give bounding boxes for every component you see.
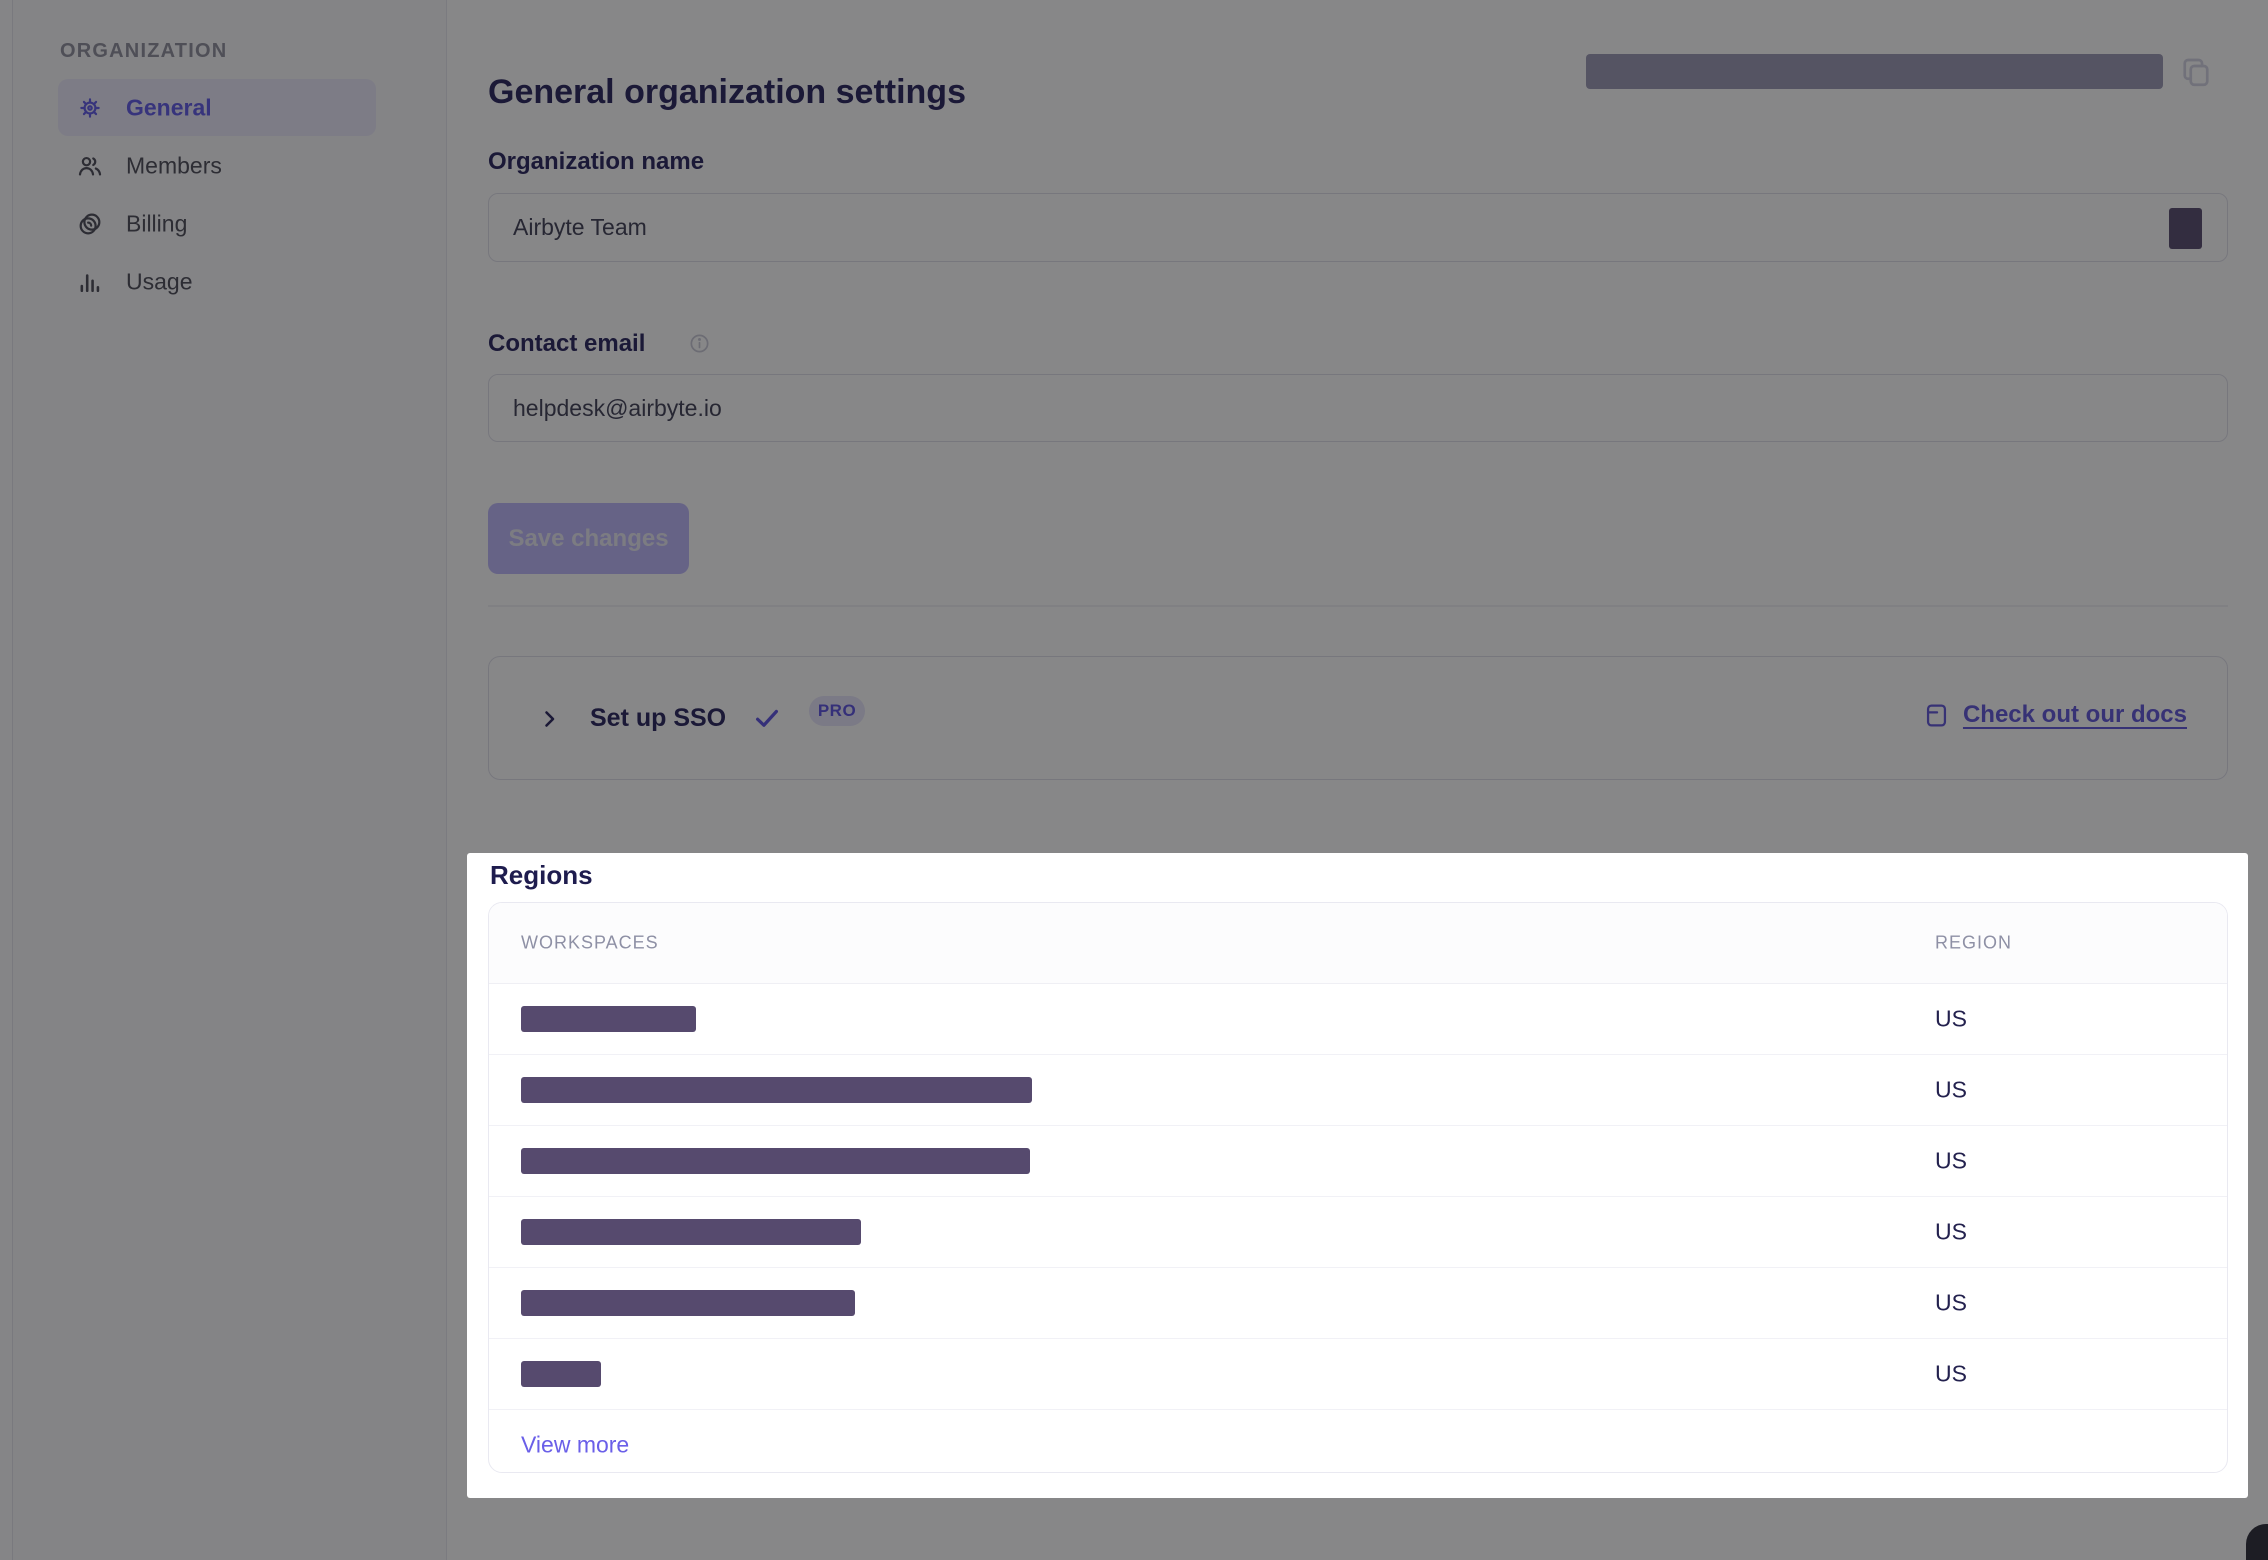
org-name-label: Organization name: [488, 148, 705, 175]
region-cell-value: US: [1935, 1360, 1967, 1387]
workspace-redacted-bar: [521, 1361, 601, 1387]
usage-chart-icon: [76, 268, 104, 296]
workspace-redacted-bar: [521, 1148, 1030, 1174]
table-row: US: [489, 1055, 2227, 1126]
workspace-redacted-bar: [521, 1077, 1032, 1103]
chat-widget-corner: [2246, 1524, 2268, 1560]
sidebar-item-members[interactable]: Members: [58, 137, 376, 194]
org-name-input[interactable]: [488, 193, 2228, 262]
members-icon: [76, 152, 104, 180]
org-name-redacted-suffix: [2169, 208, 2202, 249]
billing-icon: [76, 210, 104, 238]
sidebar-item-label: Members: [126, 152, 222, 178]
organization-id-redacted-bar: [1586, 54, 2163, 89]
sso-setup-card[interactable]: Set up SSO PRO Check out our docs: [488, 656, 2228, 780]
contact-email-label: Contact email: [488, 330, 646, 357]
sidebar-item-usage[interactable]: Usage: [58, 253, 376, 310]
column-header-region: REGION: [1935, 932, 2013, 953]
table-row: US: [489, 1126, 2227, 1197]
region-cell-value: US: [1935, 1076, 1967, 1103]
workspace-redacted-bar: [521, 1006, 696, 1032]
regions-heading: Regions: [490, 860, 593, 890]
book-icon: [1923, 702, 1950, 729]
gear-icon: [76, 94, 104, 122]
settings-sidebar: ORGANIZATION General Members: [13, 0, 447, 1560]
sidebar-item-label: Usage: [126, 268, 193, 294]
sidebar-section-label: ORGANIZATION: [60, 40, 228, 62]
workspace-redacted-bar: [521, 1219, 861, 1245]
view-more-row: View more: [489, 1410, 2227, 1472]
check-icon: [752, 703, 782, 733]
region-cell-value: US: [1935, 1218, 1967, 1245]
table-row: US: [489, 1268, 2227, 1339]
sso-docs-link-label: Check out our docs: [1962, 701, 2187, 728]
region-cell-value: US: [1935, 1289, 1967, 1316]
regions-table-header: WORKSPACES REGION: [489, 903, 2227, 984]
pro-badge: PRO: [809, 696, 865, 726]
sidebar-item-label: Billing: [126, 210, 188, 236]
region-cell-value: US: [1935, 1147, 1967, 1174]
info-icon[interactable]: [688, 332, 711, 355]
sidebar-item-general[interactable]: General: [58, 79, 376, 136]
page-title: General organization settings: [488, 72, 966, 111]
sidebar-item-billing[interactable]: Billing: [58, 195, 376, 252]
column-header-workspaces: WORKSPACES: [521, 932, 659, 953]
workspace-redacted-bar: [521, 1290, 855, 1316]
table-row: US: [489, 984, 2227, 1055]
chevron-right-icon[interactable]: [537, 707, 561, 731]
sso-docs-link[interactable]: Check out our docs: [1923, 701, 2187, 729]
left-nav-rail: [0, 0, 13, 1560]
sidebar-item-label: General: [126, 94, 212, 120]
sso-title: Set up SSO: [590, 704, 727, 732]
copy-icon[interactable]: [2174, 50, 2218, 94]
contact-email-input[interactable]: [488, 374, 2228, 442]
save-changes-button[interactable]: Save changes: [488, 503, 689, 574]
regions-table-body: US US US US US US: [489, 984, 2227, 1410]
view-more-link[interactable]: View more: [521, 1431, 630, 1458]
region-cell-value: US: [1935, 1005, 1967, 1032]
regions-table: WORKSPACES REGION US US US US US US: [488, 902, 2228, 1473]
table-row: US: [489, 1197, 2227, 1268]
section-divider: [488, 605, 2228, 607]
table-row: US: [489, 1339, 2227, 1410]
